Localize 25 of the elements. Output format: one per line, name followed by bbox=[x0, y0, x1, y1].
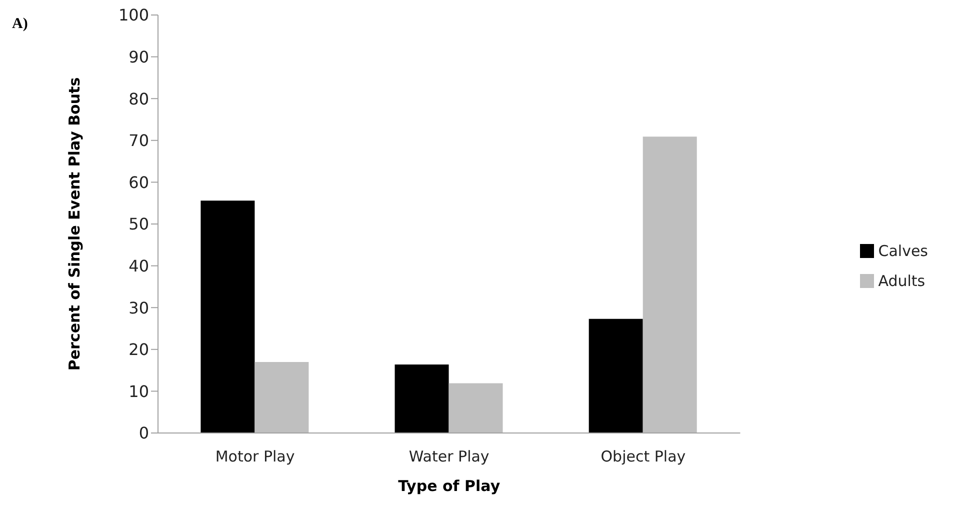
bar bbox=[254, 362, 309, 433]
bar bbox=[200, 200, 255, 433]
bar bbox=[588, 318, 643, 433]
y-tick-label: 40 bbox=[128, 256, 149, 276]
y-tick-label: 70 bbox=[128, 131, 149, 150]
bar bbox=[642, 136, 697, 433]
y-tick-label: 50 bbox=[128, 214, 149, 234]
y-tick-label: 20 bbox=[128, 340, 149, 360]
x-tick-label: Motor Play bbox=[215, 448, 295, 466]
bar bbox=[394, 364, 449, 433]
legend-label: Calves bbox=[878, 242, 928, 260]
y-tick-label: 100 bbox=[118, 6, 149, 25]
x-axis-title: Type of Play bbox=[398, 477, 500, 495]
text: A) bbox=[12, 16, 28, 33]
y-tick-label: 10 bbox=[128, 382, 149, 401]
y-tick-label: 0 bbox=[138, 424, 149, 443]
x-tick-label: Water Play bbox=[408, 448, 490, 466]
x-tick-label: Object Play bbox=[600, 448, 686, 466]
y-tick-label: 60 bbox=[128, 172, 149, 192]
bar bbox=[448, 383, 503, 433]
y-tick-label: 90 bbox=[128, 47, 149, 66]
y-tick-label: 30 bbox=[128, 298, 149, 318]
legend-label: Adults bbox=[878, 272, 926, 290]
y-tick-label: 80 bbox=[128, 89, 149, 108]
y-axis-title: Percent of Single Event Play Bouts bbox=[65, 77, 84, 371]
